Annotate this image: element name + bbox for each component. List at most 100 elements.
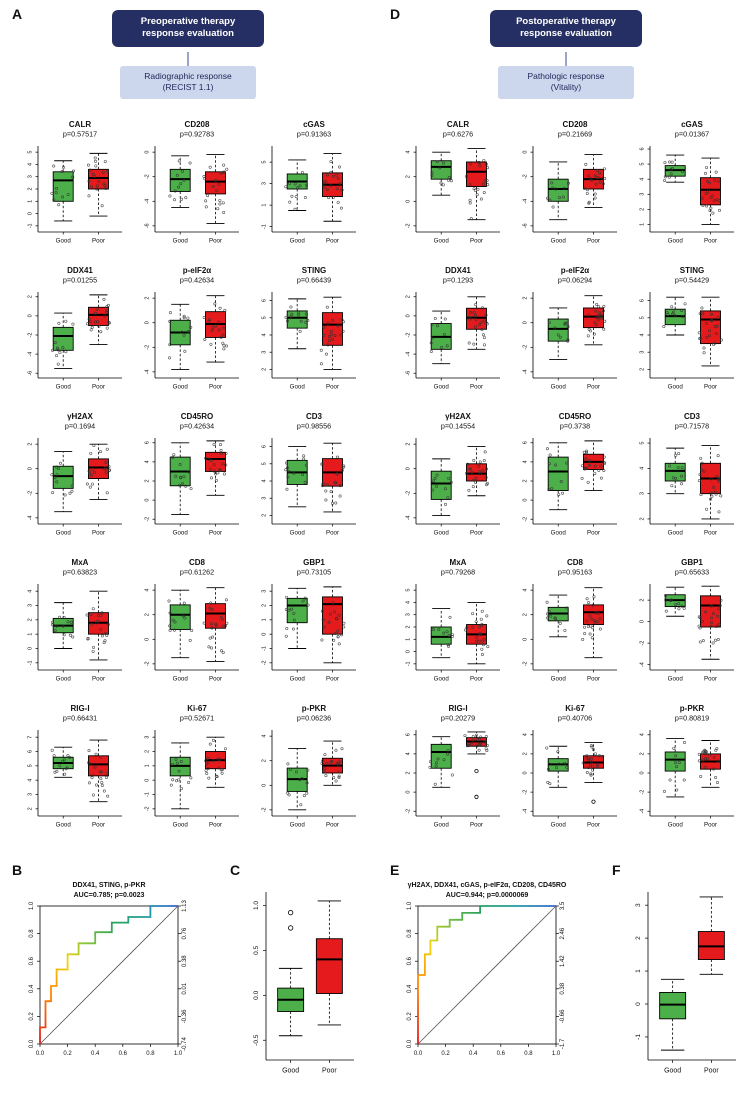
svg-text:3.5: 3.5 [560, 901, 566, 910]
svg-text:0.76: 0.76 [182, 927, 188, 939]
svg-text:0.0: 0.0 [414, 1051, 423, 1057]
svg-text:-2: -2 [28, 491, 34, 496]
svg-text:5: 5 [406, 589, 412, 592]
svg-text:cGAS: cGAS [681, 120, 703, 129]
svg-text:0: 0 [523, 771, 529, 774]
svg-text:4: 4 [28, 779, 34, 782]
svg-text:p=0.21669: p=0.21669 [558, 130, 592, 139]
preop-connector-line [187, 52, 189, 66]
svg-text:2: 2 [28, 618, 34, 621]
svg-text:0: 0 [145, 321, 151, 324]
svg-text:0: 0 [406, 200, 412, 203]
svg-text:5: 5 [640, 163, 646, 166]
svg-text:3: 3 [640, 193, 646, 196]
svg-text:Good: Good [290, 384, 306, 391]
svg-text:p=0.40706: p=0.40706 [558, 714, 592, 723]
svg-text:DDX41: DDX41 [67, 266, 93, 275]
svg-text:Poor: Poor [326, 822, 339, 829]
svg-text:0.0: 0.0 [36, 1051, 45, 1057]
panel-label-e: E [390, 862, 400, 878]
svg-text:Good: Good [668, 822, 684, 829]
svg-text:Good: Good [434, 676, 450, 683]
svg-text:4: 4 [406, 151, 412, 154]
svg-text:-0.5: -0.5 [253, 1034, 260, 1046]
postop-header-line1: Postoperative therapy [516, 16, 616, 27]
svg-text:STING: STING [302, 266, 326, 275]
svg-text:-2: -2 [145, 806, 151, 811]
svg-text:Good: Good [668, 238, 684, 245]
svg-text:Poor: Poor [92, 238, 105, 245]
svg-text:0.2: 0.2 [407, 1012, 413, 1021]
svg-text:Poor: Poor [704, 530, 717, 537]
svg-text:-6: -6 [523, 223, 529, 228]
svg-text:Poor: Poor [704, 676, 717, 683]
svg-text:Poor: Poor [326, 676, 339, 683]
svg-text:CD208: CD208 [563, 120, 588, 129]
svg-text:-4: -4 [406, 352, 412, 357]
svg-text:4: 4 [262, 479, 268, 482]
svg-text:0: 0 [406, 467, 412, 470]
svg-text:Good: Good [56, 238, 72, 245]
svg-text:1.0: 1.0 [174, 1051, 183, 1057]
svg-text:Good: Good [173, 822, 189, 829]
svg-text:4: 4 [406, 752, 412, 755]
panel-label-c: C [230, 862, 241, 878]
svg-text:MxA: MxA [450, 558, 467, 567]
svg-text:5: 5 [262, 161, 268, 164]
svg-text:3: 3 [262, 590, 268, 593]
svg-text:p=0.42634: p=0.42634 [180, 276, 214, 285]
svg-text:4: 4 [640, 333, 646, 336]
svg-text:3: 3 [640, 492, 646, 495]
svg-text:Good: Good [434, 822, 450, 829]
svg-text:0: 0 [145, 499, 151, 502]
svg-text:Poor: Poor [470, 822, 483, 829]
svg-text:2: 2 [28, 295, 34, 298]
svg-text:-2: -2 [262, 660, 268, 665]
svg-text:1: 1 [262, 204, 268, 207]
svg-text:-4: -4 [523, 809, 529, 814]
svg-text:Good: Good [551, 822, 567, 829]
svg-text:0.2: 0.2 [29, 1012, 35, 1021]
svg-text:p-eIF2α: p-eIF2α [183, 266, 212, 275]
svg-text:2: 2 [145, 479, 151, 482]
svg-text:0.01: 0.01 [182, 982, 188, 994]
roc-curve-panel-E: γH2AX, DDX41, cGAS, p-eIF2α, CD208, CD45… [407, 882, 567, 1057]
svg-text:4: 4 [640, 733, 646, 736]
svg-text:CD45RO: CD45RO [559, 412, 591, 421]
svg-text:Good: Good [434, 530, 450, 537]
svg-text:p=0.63823: p=0.63823 [63, 568, 97, 577]
svg-text:-2: -2 [28, 333, 34, 338]
preop-header-line2: response evaluation [142, 28, 234, 40]
svg-text:0: 0 [640, 620, 646, 623]
postop-subheader-box: Pathologic response (Vitality) [498, 66, 634, 99]
svg-text:Good: Good [173, 238, 189, 245]
svg-text:Poor: Poor [92, 530, 105, 537]
svg-text:4: 4 [640, 467, 646, 470]
svg-text:2: 2 [523, 752, 529, 755]
postop-header-line2: response evaluation [520, 28, 612, 40]
svg-text:2: 2 [262, 759, 268, 762]
svg-text:0: 0 [406, 650, 412, 653]
svg-text:CD8: CD8 [189, 558, 206, 567]
svg-text:RIG-I: RIG-I [70, 704, 89, 713]
svg-text:0.0: 0.0 [253, 990, 260, 999]
postop-connector-line [565, 52, 567, 66]
svg-text:-2: -2 [406, 223, 412, 228]
svg-text:0: 0 [145, 779, 151, 782]
svg-text:Poor: Poor [209, 822, 222, 829]
panel-label-a: A [12, 6, 23, 22]
svg-text:2: 2 [28, 187, 34, 190]
svg-text:AUC=0.944; p=0.0000069: AUC=0.944; p=0.0000069 [446, 892, 529, 899]
boxplot-postop-signature: -1 0 1 2 3 Good Poor [614, 876, 741, 1093]
svg-text:Poor: Poor [587, 676, 600, 683]
svg-text:0: 0 [28, 647, 34, 650]
svg-text:-1: -1 [262, 646, 268, 651]
svg-text:Good: Good [551, 384, 567, 391]
svg-text:-4: -4 [145, 199, 151, 204]
svg-text:p=0.57517: p=0.57517 [63, 130, 97, 139]
